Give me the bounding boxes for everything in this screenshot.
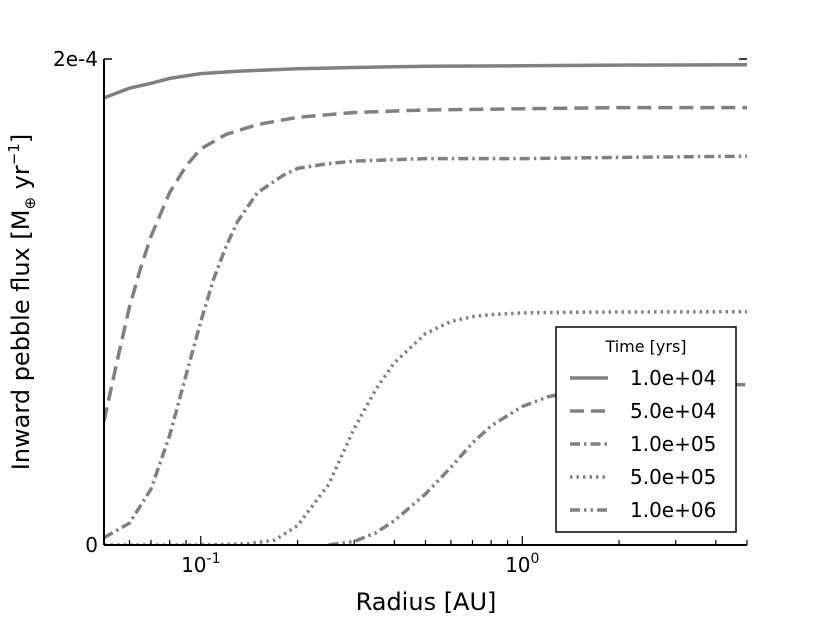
series-line-5 (328, 382, 748, 546)
x-tick-label: 10-1 (181, 551, 220, 577)
legend: Time [yrs] 1.0e+045.0e+041.0e+055.0e+051… (555, 326, 737, 533)
series-line-1 (103, 63, 748, 100)
series-line-3 (103, 154, 748, 540)
x-axis-label: Radius [AU] (356, 588, 497, 616)
x-tick-label-exponent: -1 (207, 551, 221, 567)
y-tick-label: 0 (85, 533, 98, 557)
ticks-layer: 02e-410-1 100 (53, 47, 748, 577)
y-tick-label: 2e-4 (53, 47, 98, 71)
legend-title: Time [yrs] (604, 337, 686, 356)
series-layer (103, 63, 748, 546)
y-axis-label-sub: ⊕ (21, 197, 39, 210)
y-axis-label-mid: yr (7, 165, 35, 197)
x-tick-label: 100 (505, 551, 539, 577)
x-tick-label-base: 10 (505, 553, 530, 577)
series-line-2 (103, 105, 747, 422)
legend-box (555, 326, 737, 533)
y-axis-label-end: ] (7, 134, 35, 143)
y-axis-label-sup: −1 (5, 143, 23, 165)
legend-items: 1.0e+04 5.0e+04 1.0e+05 5.0e+05 1.0e+06 (570, 366, 716, 522)
x-tick-label-exponent: 0 (531, 551, 540, 567)
legend-label-3: 1.0e+05 (630, 432, 716, 456)
legend-label-1: 1.0e+04 (630, 366, 716, 390)
legend-label-5: 1.0e+06 (630, 498, 716, 522)
y-axis-label: Inward pebble flux [M⊕ yr−1] (5, 134, 39, 470)
legend-label-4: 5.0e+05 (630, 465, 716, 489)
legend-label-2: 5.0e+04 (630, 399, 716, 423)
x-tick-label-base: 10 (181, 553, 206, 577)
y-axis-label-main: Inward pebble flux [M (7, 210, 35, 471)
